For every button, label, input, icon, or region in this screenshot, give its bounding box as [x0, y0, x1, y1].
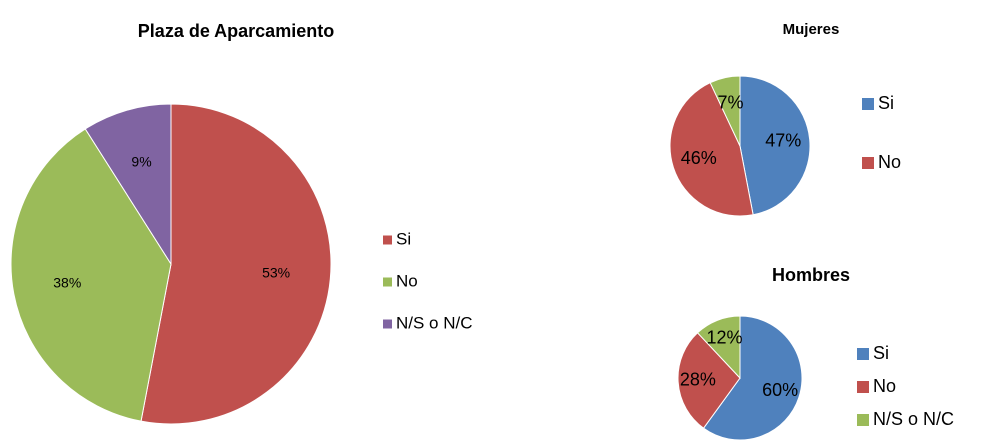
legend-label: No: [396, 271, 418, 290]
legend-swatch: [857, 381, 869, 393]
data-label: 7%: [718, 92, 744, 112]
pie-slice: [696, 315, 741, 380]
pie-slice: [84, 103, 172, 266]
legend-label: Si: [873, 343, 889, 363]
pie-slice: [709, 75, 741, 147]
pie-slice: [669, 81, 754, 217]
legend-swatch: [383, 277, 392, 287]
pie-slice: [140, 103, 332, 425]
legend-label: N/S o N/C: [396, 313, 473, 332]
legend-label: Si: [396, 229, 411, 248]
legend-label: No: [878, 152, 901, 172]
pie-slice: [677, 332, 741, 429]
data-label: 28%: [680, 369, 716, 389]
data-label: 53%: [262, 265, 290, 281]
legend-label: Si: [878, 93, 894, 113]
data-label: 38%: [53, 274, 81, 290]
pie-slice: [739, 75, 811, 216]
legend-swatch: [857, 348, 869, 360]
chart-title: Hombres: [772, 265, 850, 285]
legend-swatch: [862, 98, 874, 110]
legend-swatch: [383, 319, 392, 329]
chart-title: Plaza de Aparcamiento: [138, 21, 334, 41]
legend-label: N/S o N/C: [873, 409, 954, 429]
pie-slice: [10, 128, 172, 422]
chart-title: Mujeres: [783, 21, 840, 38]
legend-swatch: [862, 157, 874, 169]
legend-swatch: [857, 414, 869, 426]
data-label: 9%: [131, 153, 151, 169]
data-label: 60%: [762, 380, 798, 400]
data-label: 12%: [706, 328, 742, 348]
data-label: 46%: [681, 148, 717, 168]
pie-slice: [702, 315, 803, 441]
data-label: 47%: [765, 131, 801, 151]
legend-label: No: [873, 376, 896, 396]
legend-swatch: [383, 235, 392, 245]
